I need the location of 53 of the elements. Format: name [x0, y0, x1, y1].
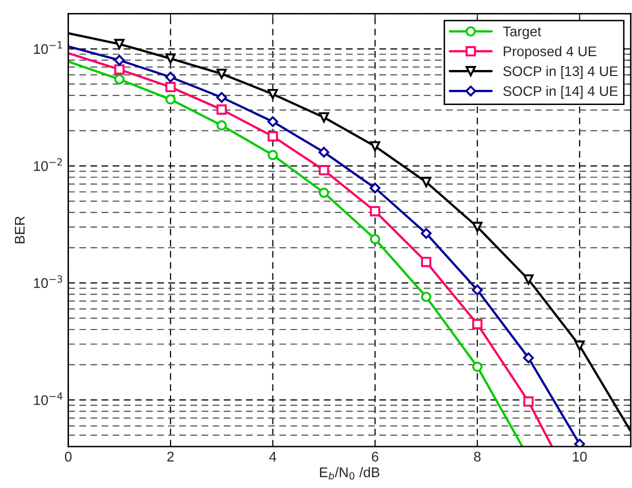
- point: [421, 176, 432, 188]
- point: [216, 92, 228, 103]
- x-tick-label: 10: [572, 452, 587, 462]
- point: [268, 131, 278, 142]
- x-axis-title: E$_{b}$/N$_{0}$ /dB: [320, 467, 380, 480]
- point: [114, 74, 125, 84]
- point: [370, 234, 380, 244]
- point: [318, 146, 330, 158]
- point: [114, 38, 125, 50]
- point: [421, 256, 432, 268]
- point: [267, 116, 278, 128]
- legend-label: Proposed 4 UE: [504, 46, 596, 60]
- y-tick-label: 10$^{−2}$: [34, 158, 62, 171]
- point: [523, 274, 534, 285]
- point: [165, 72, 176, 82]
- point: [114, 64, 125, 75]
- point: [574, 438, 585, 447]
- point: [574, 340, 585, 351]
- point: [268, 150, 278, 160]
- y-axis-title: BER: [14, 216, 25, 244]
- x-tick-label: 8: [474, 452, 481, 462]
- y-tick-label: 10$^{−4}$: [34, 392, 62, 406]
- point: [420, 228, 432, 239]
- x-tick-label: 0: [64, 452, 72, 462]
- x-tick-label: 6: [372, 452, 378, 462]
- point: [472, 362, 482, 372]
- legend-label: Target: [503, 26, 542, 40]
- point: [370, 182, 380, 194]
- point: [472, 318, 482, 330]
- point: [370, 141, 380, 152]
- point: [370, 206, 380, 216]
- point: [523, 396, 534, 407]
- point: [318, 112, 330, 122]
- point: [165, 82, 176, 92]
- point: [472, 284, 483, 296]
- point: [421, 292, 432, 302]
- x-tick-label: 2: [167, 452, 174, 462]
- x-tick-label: 4: [269, 452, 276, 462]
- point: [523, 352, 534, 364]
- point: [165, 94, 176, 105]
- point: [165, 53, 176, 64]
- point: [318, 188, 330, 198]
- point: [216, 104, 227, 115]
- point: [216, 68, 227, 79]
- point: [268, 88, 278, 100]
- point: [318, 165, 330, 176]
- point: [472, 222, 482, 232]
- point: [114, 54, 125, 66]
- legend-label: SOCP in [14] 4 UE: [503, 86, 618, 99]
- point: [216, 120, 227, 131]
- y-tick-label: 10$^{−1}$: [34, 41, 62, 54]
- y-tick-label: 10$^{−3}$: [34, 275, 62, 288]
- legend-label: SOCP in [13] 4 UE: [503, 66, 618, 79]
